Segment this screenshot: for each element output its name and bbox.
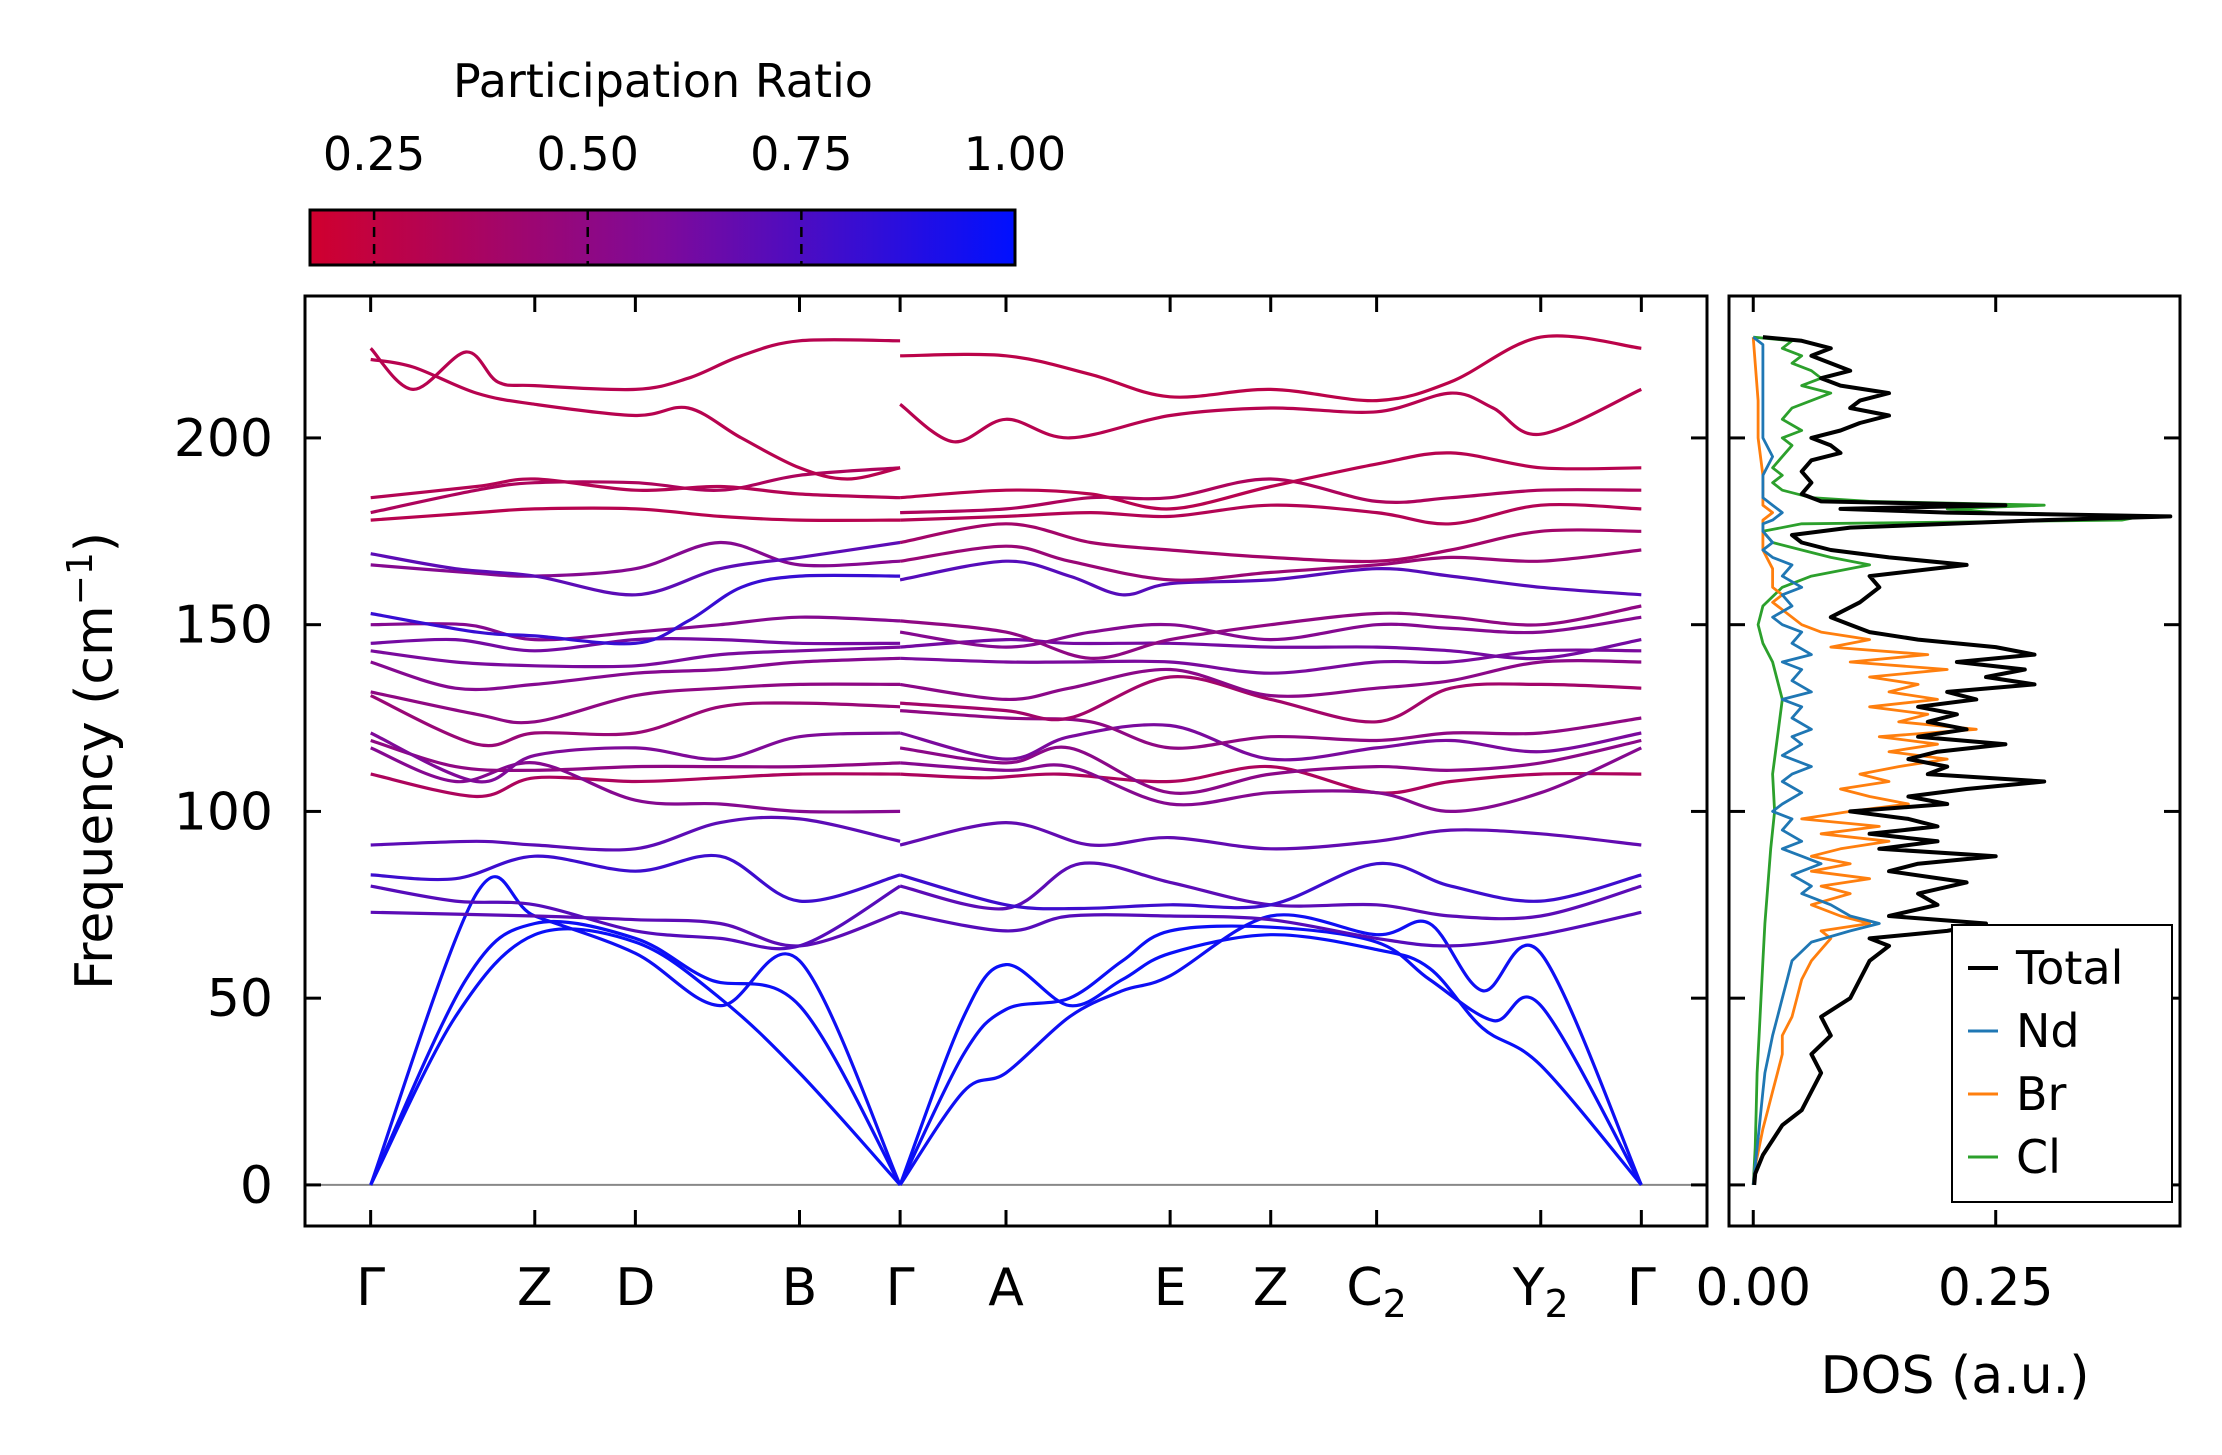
phonon-band-line (899, 637, 1642, 661)
phonon-band-line (900, 502, 1642, 526)
kpoint-label: Y2 (1512, 1258, 1569, 1326)
phonon-band-line (899, 451, 1642, 511)
frequency-axis-label: Frequency (cm−1) (60, 532, 125, 990)
legend-label-br: Br (2016, 1067, 2067, 1121)
phonon-band-line (900, 477, 1642, 515)
phonon-band-line (370, 731, 901, 784)
kpoint-label: Z (1253, 1258, 1289, 1318)
kpoint-label: A (988, 1258, 1024, 1318)
phonon-band-line (370, 645, 901, 669)
kpoint-label: D (615, 1258, 655, 1318)
y-tick-label: 0 (240, 1156, 273, 1216)
phonon-band-line (370, 573, 901, 646)
kpoint-label: Γ (886, 1258, 915, 1318)
dos-axis-label: DOS (a.u.) (1821, 1346, 2090, 1406)
phonon-band-line (370, 772, 901, 799)
phonon-band-line (370, 477, 901, 500)
phonon-band-line (370, 357, 901, 481)
phonon-band-line (899, 910, 1642, 948)
dos-curve-total (1752, 335, 2173, 1186)
phonon-band-line (899, 746, 1642, 813)
kpoint-label: Γ (356, 1258, 385, 1318)
dos-legend: Total Nd Br Cl (1951, 924, 2173, 1203)
band-plot-frame (303, 294, 1709, 1228)
phonon-band-line (899, 861, 1642, 911)
y-tick-label: 50 (207, 969, 273, 1029)
phonon-band-line (899, 709, 1642, 750)
phonon-band-line (900, 334, 1642, 403)
phonon-band-line (370, 540, 901, 597)
frequency-axis-ticks: 0 50 100 150 200 (174, 409, 1707, 1216)
phonon-band-line (899, 559, 1642, 597)
phonon-band-line (370, 615, 901, 642)
phonon-band-line (370, 656, 901, 692)
legend-label-cl: Cl (2016, 1130, 2061, 1184)
phonon-band-line (370, 884, 901, 951)
phonon-band-line (898, 924, 1643, 1186)
phonon-band-line (900, 764, 1642, 795)
colorbar-gradient (308, 208, 1017, 267)
phonon-band-line (370, 466, 901, 515)
phonon-band-line (370, 910, 901, 948)
legend-label-nd: Nd (2016, 1004, 2080, 1058)
phonon-band-line (899, 387, 1642, 444)
dos-x-tick-label: 0.25 (1938, 1258, 2054, 1318)
y-tick-label: 200 (174, 409, 273, 469)
dos-x-tick-label: 0.00 (1695, 1258, 1811, 1318)
phonon-band-line (370, 853, 901, 903)
phonon-band-line (899, 723, 1642, 762)
phonon-band-line (369, 927, 902, 1186)
phonon-band-line (370, 815, 901, 852)
legend-label-total: Total (2015, 941, 2123, 995)
kpoint-label: Γ (1627, 1258, 1656, 1318)
colorbar-ticks: 0.25 0.50 0.75 1.00 (323, 127, 1066, 265)
phonon-band-line (898, 933, 1643, 1186)
phonon-band-line (899, 861, 1642, 921)
phonon-band-line (370, 506, 901, 522)
phonon-band-line (370, 637, 901, 653)
kpoint-axis-ticks: Γ Z D B Γ A E Z C2 Y2 Γ (356, 296, 1656, 1326)
colorbar-tick-label: 0.50 (537, 127, 639, 181)
y-tick-label: 100 (174, 782, 273, 842)
kpoint-label: E (1154, 1258, 1187, 1318)
dos-curve-nd (1751, 335, 1881, 1186)
band-structure-panel: 0 50 100 150 200 Γ Z D B Γ A E Z C2 Y2 Γ Frequency (cm… (60, 294, 1709, 1326)
phonon-band-line (899, 604, 1642, 660)
colorbar: Participation Ratio 0.25 0.50 0.75 1.00 (308, 54, 1066, 267)
dos-axis-ticks: 0.00 0.25 (1695, 296, 2054, 1318)
dos-plot-frame (1727, 294, 2182, 1228)
phonon-band-line (899, 821, 1642, 851)
colorbar-tick-label: 0.25 (323, 127, 425, 181)
phonon-band-line (898, 913, 1643, 1186)
phonon-band-line (899, 675, 1642, 724)
colorbar-tick-label: 0.75 (750, 127, 852, 181)
phonon-band-line (899, 544, 1642, 582)
phonon-band-line (370, 540, 901, 578)
phonon-band-line (899, 738, 1642, 795)
phonon-band-line (369, 875, 902, 1186)
phonon-band-line (370, 746, 901, 814)
phonon-band-line (899, 659, 1642, 702)
phonon-band-line (370, 738, 901, 773)
phonon-band-line (369, 338, 901, 392)
kpoint-label: Z (517, 1258, 553, 1318)
phonon-band-line (899, 615, 1642, 649)
y-tick-label: 150 (174, 596, 273, 656)
phonon-band-line (369, 919, 902, 1186)
kpoint-label: C2 (1346, 1258, 1407, 1326)
kpoint-label: B (782, 1258, 818, 1318)
phonon-band-line (899, 522, 1642, 564)
phonon-band-line (370, 694, 901, 748)
dos-curves (1751, 335, 2173, 1186)
dos-panel: 0.00 0.25 DOS (a.u.) Total Nd Br Cl (1695, 294, 2182, 1406)
dos-curve-br (1751, 336, 1978, 1186)
phonon-band-line (900, 648, 1642, 675)
colorbar-tick-label: 1.00 (964, 127, 1066, 181)
colorbar-label: Participation Ratio (453, 54, 873, 108)
phonon-bands (369, 334, 1643, 1186)
phonon-band-line (370, 682, 901, 725)
